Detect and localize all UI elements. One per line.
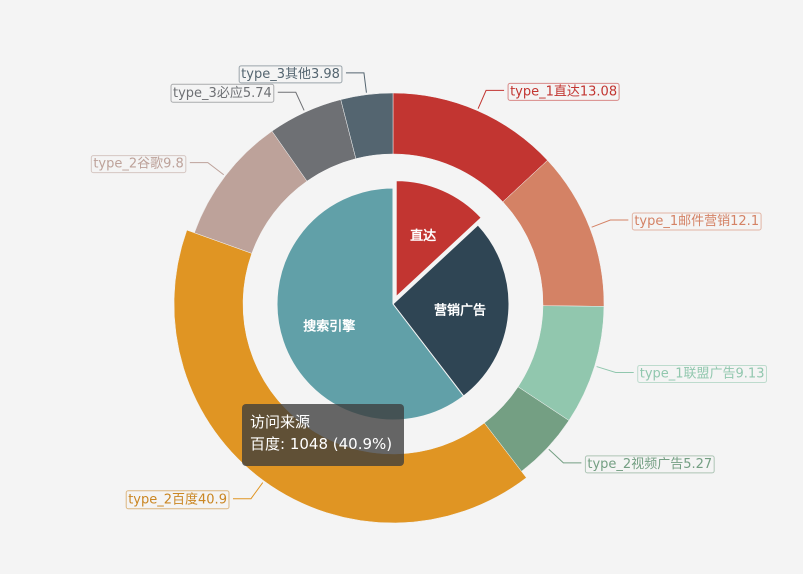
outer-label-box-0 (507, 82, 620, 101)
tooltip-title: 访问来源 (250, 413, 311, 431)
inner-label-0: 直达 (410, 228, 436, 244)
label-leader-1 (591, 219, 629, 228)
outer-label-4: type_2百度40.9 (128, 492, 227, 508)
label-leader-7 (345, 72, 367, 93)
outer-label-box-2 (637, 364, 767, 383)
outer-label-box-4 (125, 490, 230, 510)
outer-label-0: type_1直达13.08 (510, 84, 617, 99)
label-leader-2 (596, 366, 634, 373)
inner-label-1: 营销广告 (434, 303, 486, 319)
label-leader-4 (232, 482, 264, 500)
outer-label-2: type_1联盟广告9.13 (640, 366, 765, 381)
label-leader-3 (548, 448, 582, 464)
outer-label-3: type_2视频广告5.27 (587, 457, 712, 472)
inner-slice-2[interactable] (276, 187, 465, 421)
inner-slice-1[interactable] (392, 224, 510, 397)
chart-tooltip: 访问来源 百度: 1048 (40.9%) (242, 404, 404, 466)
outer-labels: type_1直达13.08 type_1邮件营销12.1 type_1联盟广告9.1… (90, 65, 767, 510)
label-leader-6 (277, 91, 305, 111)
outer-label-box-5 (90, 155, 187, 174)
tooltip-value: 百度: 1048 (40.9%) (250, 435, 393, 453)
outer-label-box-7 (238, 65, 343, 84)
outer-slice-7[interactable] (340, 92, 394, 159)
outer-label-box-6 (170, 83, 275, 103)
inner-label-2: 搜索引擎 (303, 319, 355, 335)
label-leader-0 (477, 89, 505, 109)
label-leader-5 (189, 162, 225, 176)
outer-label-1: type_1邮件营销12.1 (634, 214, 759, 229)
outer-label-box-3 (584, 455, 715, 474)
outer-label-6: type_3必应5.74 (173, 85, 272, 101)
outer-label-7: type_3其他3.98 (241, 67, 340, 82)
inner-slice-0[interactable] (395, 180, 482, 298)
outer-label-box-1 (631, 212, 762, 231)
outer-label-5: type_2谷歌9.8 (93, 157, 184, 172)
